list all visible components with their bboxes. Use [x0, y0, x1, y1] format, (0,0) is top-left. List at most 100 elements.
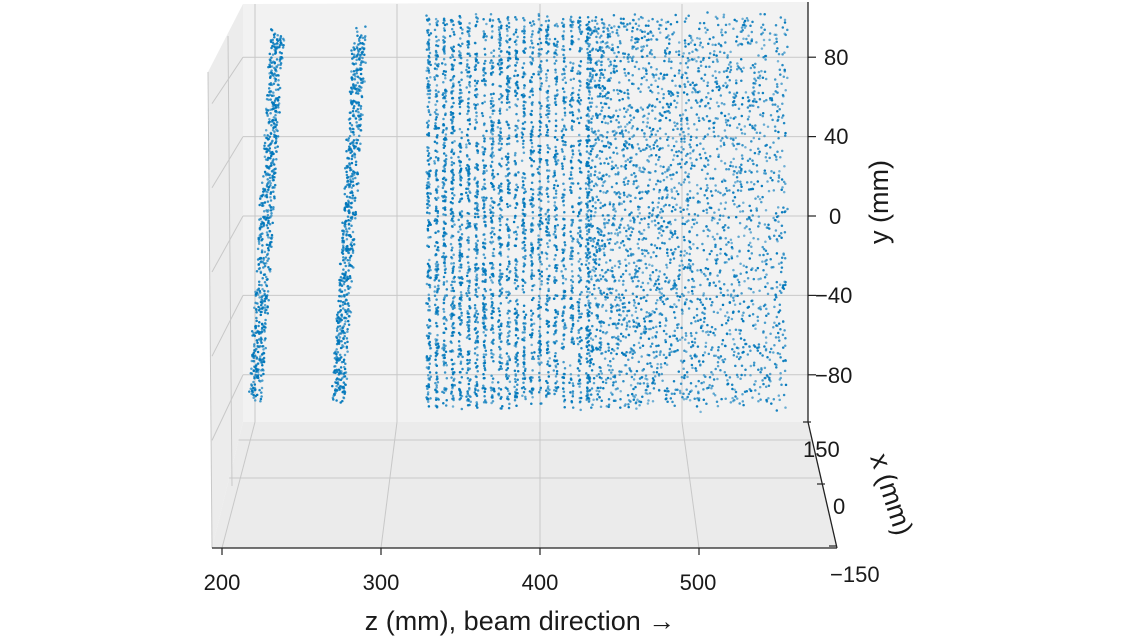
data-point	[467, 289, 470, 292]
data-point	[441, 390, 444, 394]
data-point	[572, 384, 575, 387]
data-point	[588, 354, 592, 358]
data-point	[475, 181, 478, 185]
data-point	[340, 355, 343, 359]
data-point	[459, 56, 463, 60]
data-point	[563, 289, 567, 293]
data-point	[458, 83, 462, 87]
data-point	[453, 371, 456, 374]
data-point	[257, 324, 260, 328]
data-point	[585, 225, 589, 228]
data-point	[445, 363, 448, 367]
data-point	[276, 63, 280, 67]
data-point	[592, 363, 595, 366]
data-point	[556, 159, 560, 162]
data-point	[263, 170, 267, 174]
data-point	[522, 139, 525, 143]
data-point	[275, 65, 279, 69]
data-point	[276, 145, 279, 148]
data-point	[451, 220, 455, 223]
data-point	[499, 213, 502, 217]
data-point	[548, 388, 551, 392]
data-point	[506, 366, 510, 370]
data-point	[492, 92, 495, 96]
data-point	[554, 129, 557, 132]
data-point	[258, 226, 262, 230]
data-point	[442, 165, 446, 169]
data-point	[256, 376, 260, 380]
data-point	[562, 133, 565, 137]
data-point	[267, 181, 270, 184]
data-point	[580, 237, 584, 240]
data-point	[427, 86, 431, 90]
data-point	[338, 318, 341, 321]
data-point	[555, 372, 559, 376]
data-point	[359, 107, 362, 110]
data-point	[514, 129, 517, 132]
data-point	[507, 161, 510, 164]
data-point	[466, 112, 469, 116]
data-point	[442, 81, 445, 84]
data-point	[433, 162, 437, 165]
data-point	[476, 61, 480, 64]
data-point	[457, 144, 461, 147]
data-point	[467, 382, 471, 386]
data-point	[257, 242, 261, 245]
data-point	[427, 124, 430, 127]
data-point	[577, 310, 581, 313]
data-point	[563, 224, 566, 227]
data-point	[460, 232, 464, 236]
data-point	[351, 249, 355, 253]
data-point	[262, 258, 265, 261]
data-point	[554, 152, 558, 155]
data-point	[444, 326, 447, 330]
data-point	[578, 359, 582, 363]
data-point	[579, 219, 583, 222]
data-point	[445, 377, 449, 380]
data-point	[524, 248, 527, 252]
data-point	[569, 185, 572, 189]
data-point	[546, 381, 549, 385]
data-point	[515, 322, 518, 326]
data-point	[515, 125, 519, 128]
data-point	[474, 24, 477, 28]
data-point	[571, 337, 575, 341]
data-point	[500, 332, 503, 335]
data-point	[578, 30, 582, 34]
data-point	[517, 119, 520, 122]
data-point	[505, 108, 509, 111]
data-point	[426, 397, 429, 401]
data-point	[340, 295, 343, 298]
data-point	[345, 164, 349, 168]
data-point	[359, 105, 363, 108]
data-point	[579, 153, 583, 157]
data-point	[268, 149, 271, 153]
data-point	[498, 328, 502, 332]
data-point	[435, 386, 438, 389]
data-point	[277, 102, 281, 105]
data-point	[467, 224, 470, 228]
data-point	[545, 76, 548, 79]
data-point	[347, 137, 351, 140]
data-point	[498, 262, 502, 266]
data-point	[578, 226, 582, 229]
data-point	[491, 112, 494, 115]
data-point	[474, 58, 478, 61]
data-point	[571, 128, 574, 132]
data-point	[434, 351, 438, 355]
data-point	[578, 257, 582, 261]
data-point	[271, 179, 275, 182]
data-point	[481, 294, 485, 297]
data-point	[443, 141, 446, 145]
data-point	[272, 207, 275, 211]
data-point	[269, 184, 272, 187]
data-point	[483, 256, 487, 260]
data-point	[485, 22, 488, 26]
data-point	[442, 117, 445, 121]
data-point	[496, 172, 500, 176]
data-point	[516, 383, 519, 387]
data-point	[279, 36, 283, 40]
data-point	[537, 376, 541, 379]
data-point	[352, 139, 356, 142]
data-point	[491, 400, 495, 403]
